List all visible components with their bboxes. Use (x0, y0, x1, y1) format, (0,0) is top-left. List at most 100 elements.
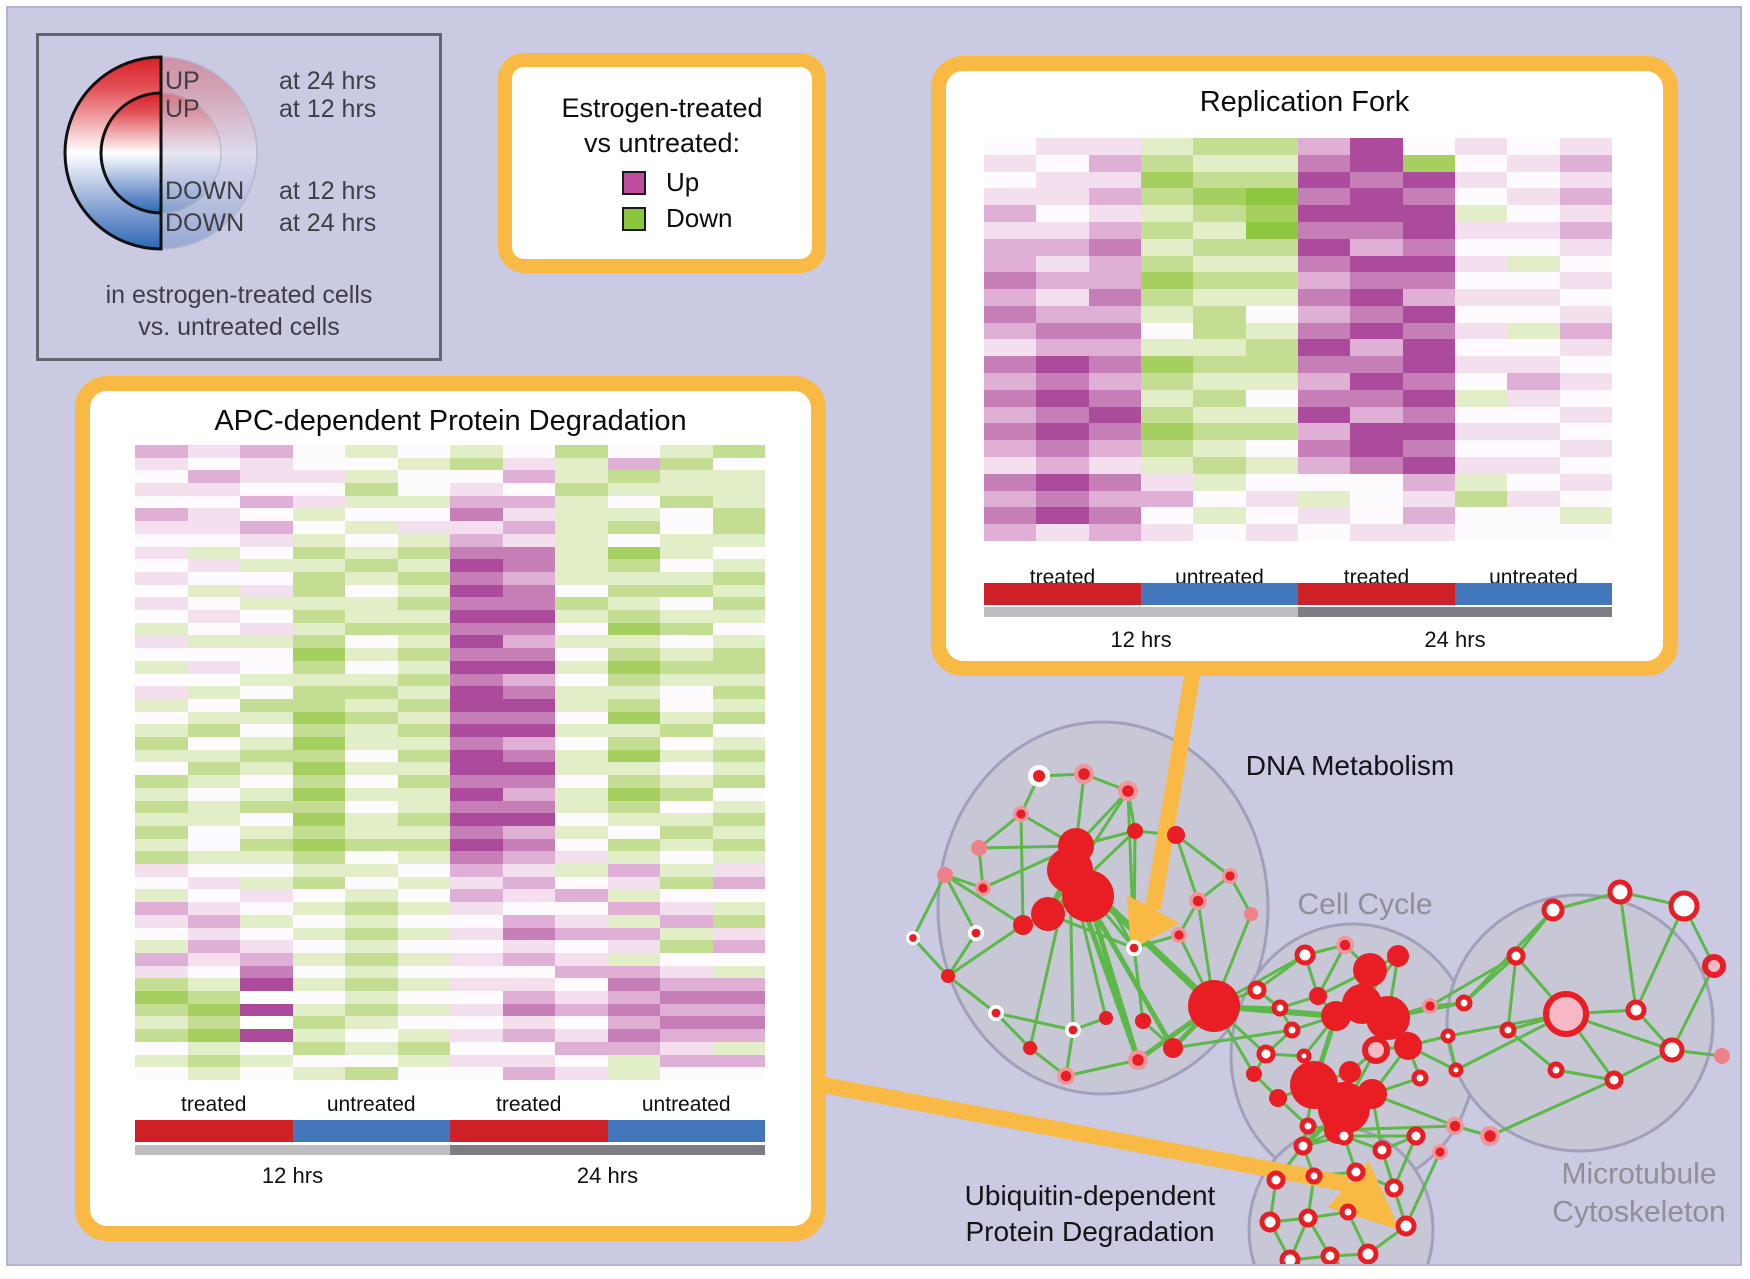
time-label: 12 hrs (261, 1163, 324, 1188)
heatmap-cell (1193, 255, 1246, 273)
heatmap-cell (607, 698, 660, 712)
heatmap-cell (660, 533, 713, 547)
network-node (978, 883, 988, 893)
network-node (1031, 897, 1065, 931)
network-edge (1634, 905, 1686, 1011)
heatmap-cell (660, 483, 713, 496)
heatmap-cell (240, 711, 293, 725)
heatmap-cell (450, 1041, 503, 1055)
heatmap-cell (502, 737, 555, 750)
heatmap-cell (450, 445, 503, 458)
heatmap-cell (607, 838, 660, 852)
network-node (1543, 991, 1589, 1037)
heatmap-cell (292, 546, 345, 560)
heatmap-cell (135, 940, 188, 953)
heatmap-cell (502, 902, 555, 915)
heatmap-cell (1140, 490, 1194, 508)
heatmap-cell (240, 1029, 293, 1042)
heatmap-cell (555, 698, 608, 712)
heatmap-cell (1088, 457, 1141, 474)
heatmap-cell (1297, 154, 1351, 172)
network-node (1132, 1054, 1144, 1066)
heatmap-cell (984, 255, 1037, 273)
heatmap-cell (135, 546, 188, 560)
network-node (1334, 1126, 1354, 1146)
ring-dir-down12: DOWN (165, 177, 245, 205)
heatmap-cell (660, 902, 713, 915)
network-edge (1489, 1078, 1615, 1138)
heatmap-cell (135, 686, 188, 699)
heatmap-cell (502, 749, 555, 763)
heatmap-cell (712, 864, 765, 877)
down-color-swatch (622, 207, 646, 231)
time-bar (450, 1145, 765, 1155)
heatmap-cell (1454, 473, 1508, 491)
heatmap-cell (187, 1041, 240, 1055)
network-node (1541, 898, 1565, 922)
heatmap-cell (187, 1029, 240, 1042)
heatmap-cell (660, 546, 713, 560)
heatmap-cell (502, 610, 555, 623)
heatmap-cell (1402, 490, 1455, 508)
heatmap-cell (660, 813, 713, 826)
heatmap-cell (1088, 339, 1141, 357)
heatmap-cell (1140, 389, 1194, 407)
heatmap-cell (397, 622, 450, 636)
network-node (1384, 1178, 1404, 1198)
heatmap-cell (1559, 238, 1612, 256)
heatmap-cell (1350, 507, 1403, 525)
heatmap-cell (1297, 289, 1351, 306)
heatmap-cell (1088, 305, 1141, 323)
heatmap-cell (135, 902, 188, 915)
heatmap-cell (1402, 305, 1455, 323)
network-node (1296, 1048, 1312, 1064)
heatmap-cell (450, 660, 503, 674)
heatmap-cell (660, 927, 713, 941)
time-bar (1298, 607, 1612, 617)
network-node (1353, 953, 1387, 987)
heatmap-cell (984, 339, 1037, 357)
heatmap-cell (660, 1054, 713, 1068)
heatmap-cell (345, 635, 398, 649)
network-node (1357, 1243, 1379, 1264)
heatmap-cell (292, 508, 345, 522)
heatmap-cell (135, 521, 188, 534)
heatmap-cell (1297, 255, 1351, 273)
heatmap-cell (712, 914, 765, 928)
heatmap-cell (450, 597, 503, 611)
heatmap-cell (397, 813, 450, 826)
heatmap-cell (187, 457, 240, 471)
heatmap-cell (555, 711, 608, 725)
heatmap-cell (1402, 440, 1455, 458)
heatmap-cell (607, 952, 660, 966)
heatmap-cell (712, 571, 765, 585)
treatment-bar (450, 1120, 608, 1142)
heatmap-cell (555, 457, 608, 471)
network-node (1395, 1215, 1417, 1237)
heatmap-cell (502, 559, 555, 572)
updown-legend-box: Estrogen-treated vs untreated: Up Down (498, 53, 826, 273)
heatmap-cell (1297, 305, 1351, 323)
heatmap-cell (292, 1041, 345, 1055)
heatmap-cell (345, 660, 398, 674)
heatmap-cell (1297, 440, 1351, 458)
heatmap-cell (555, 1041, 608, 1055)
network-edge (994, 1011, 1032, 1050)
ring-legend-footer-1: in estrogen-treated cells (105, 281, 373, 309)
heatmap-cell (502, 851, 555, 865)
heatmap-cell (1454, 490, 1508, 508)
heatmap-cell (450, 927, 503, 941)
heatmap-cell (555, 775, 608, 788)
heatmap-cell (660, 991, 713, 1004)
heatmap-cell (187, 635, 240, 649)
network-node (1357, 1079, 1387, 1109)
heatmap-cell (1245, 171, 1298, 189)
heatmap-cell (1140, 255, 1194, 273)
heatmap-cell (292, 914, 345, 928)
heatmap-cell (397, 673, 450, 687)
heatmap-cell (450, 737, 503, 750)
heatmap-cell (397, 825, 450, 839)
heatmap-cell (187, 940, 240, 953)
heatmap-cell (450, 762, 503, 776)
heatmap-cell (292, 698, 345, 712)
